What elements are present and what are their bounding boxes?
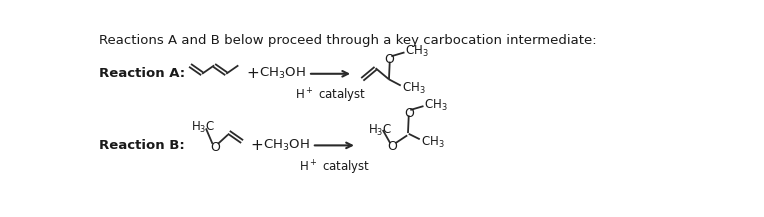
Text: Reaction A:: Reaction A: xyxy=(99,67,185,80)
Text: +: + xyxy=(246,66,259,81)
Text: O: O xyxy=(210,141,220,154)
Text: CH$_3$: CH$_3$ xyxy=(424,98,448,113)
Text: O: O xyxy=(404,107,413,120)
Text: CH$_3$: CH$_3$ xyxy=(405,44,429,59)
Text: H$_3$C: H$_3$C xyxy=(191,120,215,135)
Text: H$^+$ catalyst: H$^+$ catalyst xyxy=(295,87,366,105)
Text: CH$_3$: CH$_3$ xyxy=(403,81,426,96)
Text: H$_3$C: H$_3$C xyxy=(367,122,392,138)
Text: Reactions A and B below proceed through a key carbocation intermediate:: Reactions A and B below proceed through … xyxy=(99,34,596,47)
Text: Reaction B:: Reaction B: xyxy=(99,139,184,152)
Text: +: + xyxy=(250,138,263,153)
Text: O: O xyxy=(384,53,394,66)
Text: H$^+$ catalyst: H$^+$ catalyst xyxy=(299,158,370,177)
Text: CH$_3$: CH$_3$ xyxy=(421,135,445,150)
Text: O: O xyxy=(387,140,397,153)
Text: CH$_3$OH: CH$_3$OH xyxy=(263,138,309,153)
Text: CH$_3$OH: CH$_3$OH xyxy=(259,66,306,81)
